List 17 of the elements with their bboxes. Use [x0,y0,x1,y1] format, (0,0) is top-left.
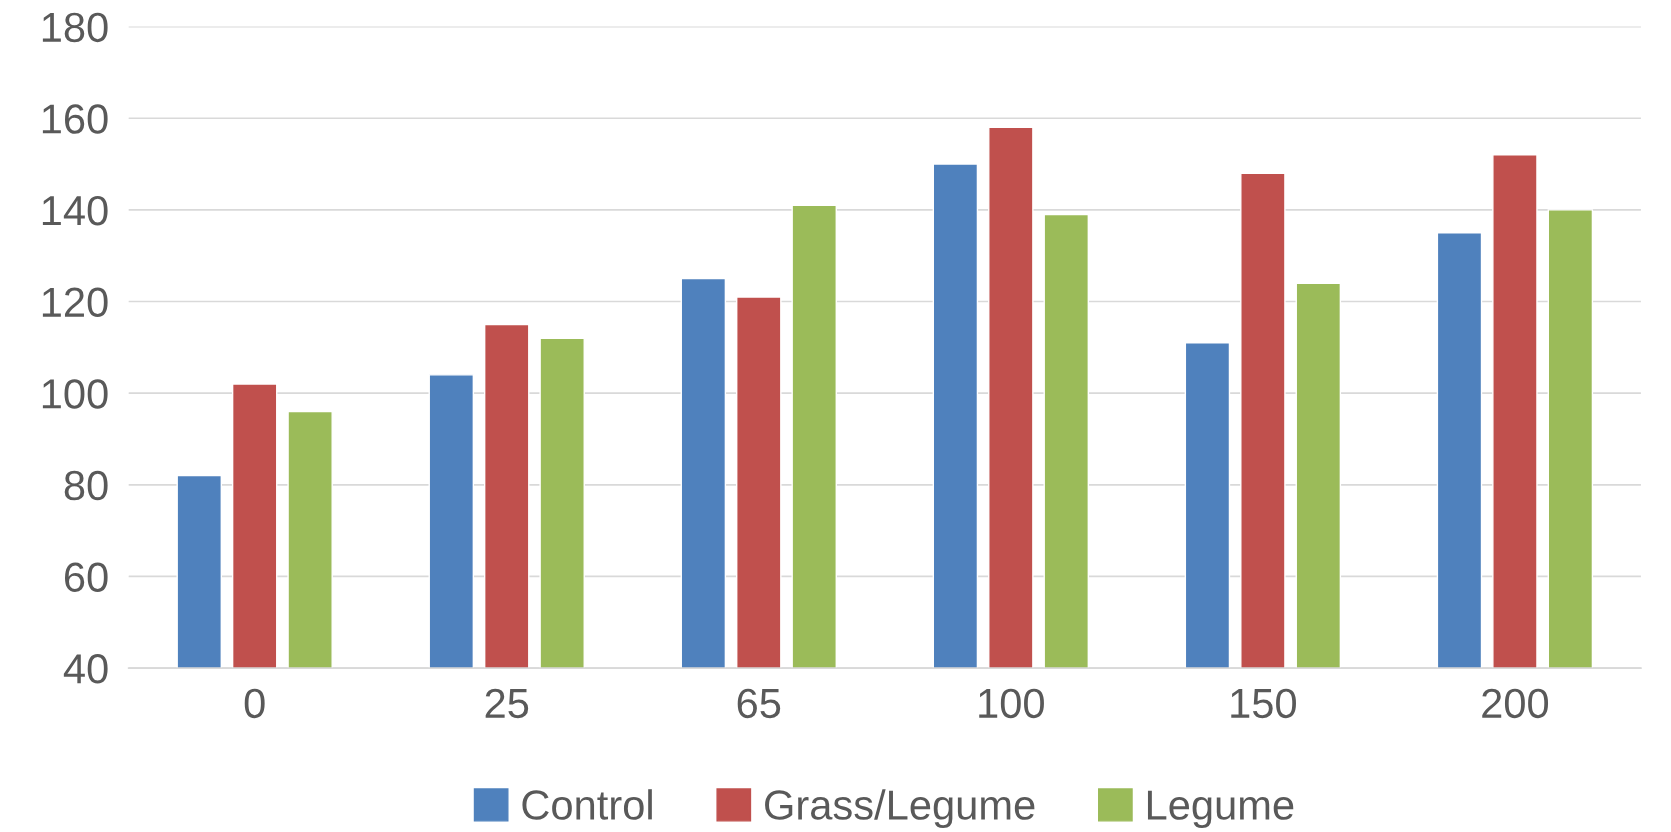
x-tick-label: 0 [244,688,265,719]
x-tick-label: 100 [979,688,1044,719]
y-tick-label: 140 [42,195,108,226]
y-tick-label: 100 [42,379,108,409]
legend-label: Grass/Legume [765,789,1035,829]
x-tick-label: 150 [1231,688,1296,719]
y-tick-label: 80 [64,470,108,501]
y-tick-label: 120 [42,287,108,318]
legend-label: Control [522,789,652,820]
y-tick-label: 160 [42,104,108,134]
y-tick-label: 40 [63,654,108,684]
x-tick-label: 25 [485,688,529,719]
legend-label: Legume [1147,790,1294,829]
y-tick-label: 180 [42,12,108,43]
x-tick-label: 65 [737,688,781,719]
y-tick-label: 60 [65,562,108,592]
x-tick-label: 200 [1482,688,1549,719]
